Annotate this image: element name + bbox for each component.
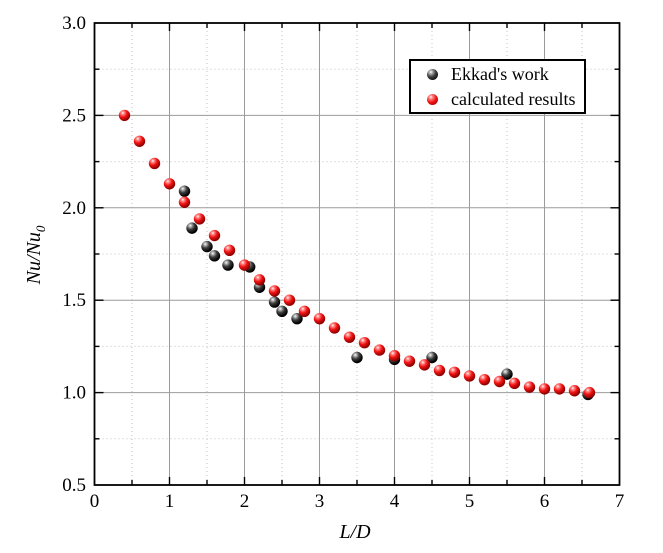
data-point-calculated [313,312,326,325]
data-point-calculated [373,344,386,356]
legend-item-ekkads-work: Ekkad's work [411,62,584,86]
data-point-calculated [448,366,461,378]
legend-label: calculated results [451,89,576,109]
legend-box: Ekkad's work calculated results [409,59,586,114]
data-point-calculated [583,386,596,399]
x-tick-label: 2 [240,491,250,512]
data-point-calculated [403,355,416,367]
data-point-calculated [508,377,521,390]
data-point-ekkad [351,351,363,364]
data-point-calculated [343,331,356,343]
legend-label: Ekkad's work [451,64,549,84]
data-point-calculated [223,244,236,257]
x-tick-label: 6 [540,491,550,512]
data-point-calculated [283,294,296,306]
data-point-calculated [358,337,371,349]
data-point-calculated [433,364,446,377]
data-point-ekkad [222,259,234,271]
data-point-calculated [328,322,341,334]
data-point-ekkad [291,312,303,325]
y-tick-label: 1.0 [62,383,86,404]
x-axis-title: L/D [295,521,415,544]
data-point-calculated [553,383,566,395]
y-tick-label: 3.0 [62,13,86,34]
y-axis-title: Nu/Nu0 [23,180,48,330]
data-point-ekkad [186,222,198,234]
data-point-ekkad [276,305,288,317]
x-tick-label: 1 [165,491,175,512]
x-tick-label: 4 [390,491,400,512]
data-point-calculated [268,285,281,297]
data-point-calculated [178,196,191,208]
data-points [118,109,596,401]
y-tick-label: 2.0 [62,198,86,219]
axis-ticks [94,23,620,485]
y-axis-title-subscript: 0 [33,225,48,233]
data-point-ekkad [501,368,513,380]
data-point-calculated [418,359,431,371]
data-point-calculated [193,213,206,225]
data-point-calculated [568,385,581,397]
y-tick-label: 1.5 [62,290,86,311]
data-point-ekkad [201,240,213,253]
data-point-calculated [148,157,161,170]
data-point-ekkad [208,250,221,262]
y-tick-label: 2.5 [62,105,86,126]
data-point-ekkad [178,185,191,197]
data-point-calculated [388,349,401,362]
data-point-ekkad [426,351,438,364]
data-point-calculated [523,381,536,393]
data-point-calculated [253,274,266,286]
x-axis-title-text: L/D [339,521,371,543]
data-point-calculated [538,383,551,395]
data-point-calculated [493,375,506,388]
data-point-calculated [118,109,131,122]
x-tick-label: 5 [465,491,475,512]
x-tick-label: 7 [615,491,625,512]
data-point-ekkad [268,296,281,308]
data-point-calculated [478,373,491,386]
x-tick-label: 0 [90,491,100,512]
data-point-calculated [238,259,251,271]
legend-item-calculated-results: calculated results [411,87,584,111]
y-tick-label: 0.5 [62,475,86,496]
red-ball-marker-icon [427,93,438,105]
black-ball-marker-icon [427,68,438,80]
data-point-calculated [463,370,476,382]
axis-tick-labels: 0 1 2 3 4 5 6 7 0.5 1.0 1.5 2.0 2.5 3.0 [62,13,624,512]
data-point-calculated [133,135,146,147]
data-point-calculated [163,178,176,190]
x-tick-label: 3 [315,491,325,512]
data-point-calculated [298,305,311,317]
y-axis-title-text: Nu/Nu [23,232,45,285]
data-point-calculated [208,229,221,242]
